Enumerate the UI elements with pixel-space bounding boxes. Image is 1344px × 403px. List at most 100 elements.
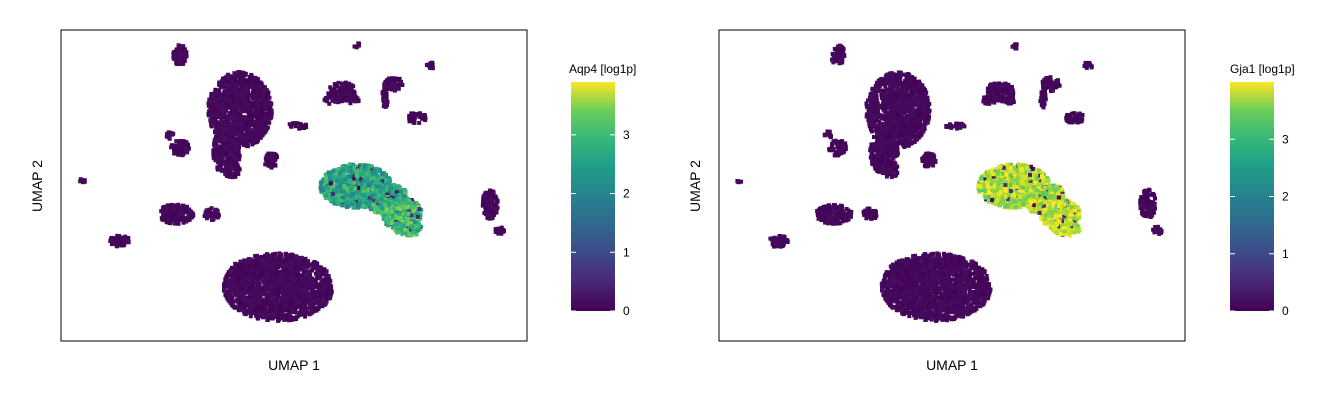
cell-point [264,93,269,98]
cell-point [289,289,294,294]
cell-point [256,128,261,133]
cluster-point [371,176,376,181]
cluster-point [370,170,375,174]
cell-point [212,103,217,108]
cell-point [178,150,183,155]
cell-point [256,122,261,127]
cell-point [284,258,289,262]
cell-point [215,165,220,170]
cell-point [252,311,257,316]
cell-point [385,99,390,104]
cell-point [265,318,270,322]
cell-point [318,275,323,280]
cluster-point [344,201,349,205]
cell-point [215,93,220,98]
cell-point [159,208,164,213]
cell-point [217,161,222,166]
cell-point [428,66,433,70]
cell-point [288,274,293,279]
cell-point [355,96,360,101]
cluster-point [354,174,359,179]
cell-point [242,141,246,146]
cell-point [177,208,182,213]
cell-point [263,162,268,167]
cell-point [236,133,241,138]
cell-point [214,124,218,129]
cell-point [164,215,169,220]
cell-point [250,140,255,144]
cell-point [209,212,214,217]
cell-point [247,127,252,132]
cell-point [233,304,238,309]
cell-point [384,94,389,99]
cell-point [244,286,249,291]
cell-point [179,206,184,211]
cell-point [225,81,230,85]
cell-point [241,99,246,104]
cell-point [273,267,278,271]
cell-point [308,294,313,299]
cluster-point [383,183,388,188]
cell-point [484,190,489,195]
cell-point [172,209,177,214]
cell-point [117,235,122,240]
cell-point [260,313,265,318]
cell-point [287,307,292,312]
cell-point [249,301,254,306]
cluster-point [352,168,357,173]
cell-point [263,156,268,161]
cell-point [424,63,429,67]
cluster-point [372,192,377,197]
cell-point [302,285,307,290]
cell-point [352,91,356,96]
cell-point [251,104,256,109]
cell-point [263,102,268,107]
cell-point [233,109,238,114]
cell-point [215,167,220,172]
cell-point [249,84,254,89]
cell-point [273,251,278,256]
cell-point [226,283,230,288]
cell-point [222,141,227,146]
cell-point [275,314,280,319]
cell-point [278,296,282,301]
cell-point [296,288,301,293]
cluster-point [323,191,327,196]
cell-point [261,306,266,311]
cell-point [242,258,247,263]
cell-point [351,95,356,100]
cell-point [260,272,265,277]
cell-point [174,220,179,225]
cell-point [236,105,240,110]
cell-point [226,162,231,167]
cell-point [299,125,303,130]
cell-point [169,208,174,212]
cell-point [236,86,240,91]
cell-point [236,113,240,118]
cell-point [225,74,230,79]
cell-point [293,305,298,310]
cell-point [244,98,249,103]
cell-point [324,294,329,299]
cell-point [236,279,241,284]
cell-point [264,311,268,315]
cell-point [180,216,185,221]
cluster-point [373,172,378,177]
cell-point [230,91,235,96]
cell-point [307,296,312,301]
cluster-point [367,192,371,197]
cell-point [294,317,299,321]
cell-point [213,154,218,159]
cell-point [230,272,235,277]
cell-point [230,284,235,289]
cell-point [247,257,252,262]
cluster-point [345,176,350,181]
cell-point [277,251,282,256]
cell-point [295,121,300,126]
cell-point [260,276,265,281]
cell-point [82,179,87,184]
cell-point [253,98,257,103]
cell-point [264,277,269,282]
cell-point [323,98,328,103]
cell-point [237,124,242,129]
